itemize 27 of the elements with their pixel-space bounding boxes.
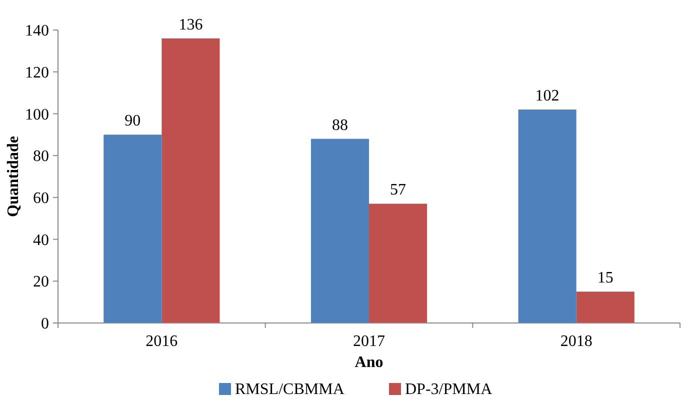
y-axis-title: Quantidade xyxy=(5,136,22,217)
y-tick-label: 80 xyxy=(33,148,49,166)
y-tick-label: 0 xyxy=(41,316,49,333)
x-axis-title: Ano xyxy=(354,354,384,371)
data-label: 136 xyxy=(178,16,203,34)
data-label: 102 xyxy=(535,88,560,105)
y-tick-label: 40 xyxy=(33,232,49,249)
y-tick-label: 60 xyxy=(33,190,49,208)
x-tick-label: 2017 xyxy=(353,333,385,350)
x-tick-label: 2016 xyxy=(146,333,178,350)
data-label: 57 xyxy=(390,182,406,199)
y-tick-label: 120 xyxy=(25,64,49,82)
legend-label: DP-3/PMMA xyxy=(405,381,493,398)
bar xyxy=(369,204,428,323)
data-label: 88 xyxy=(332,116,348,134)
x-tick-label: 2018 xyxy=(560,333,592,350)
bar xyxy=(576,292,634,323)
legend-label: RMSL/CBMMA xyxy=(235,381,345,398)
y-tick-label: 100 xyxy=(25,106,49,124)
bar xyxy=(518,110,576,323)
y-tick-label: 20 xyxy=(33,274,49,291)
data-label: 90 xyxy=(124,112,141,130)
y-tick-label: 140 xyxy=(25,22,49,40)
bar xyxy=(310,138,369,323)
data-label: 15 xyxy=(597,270,614,287)
bar xyxy=(162,38,220,323)
bar xyxy=(104,134,162,323)
